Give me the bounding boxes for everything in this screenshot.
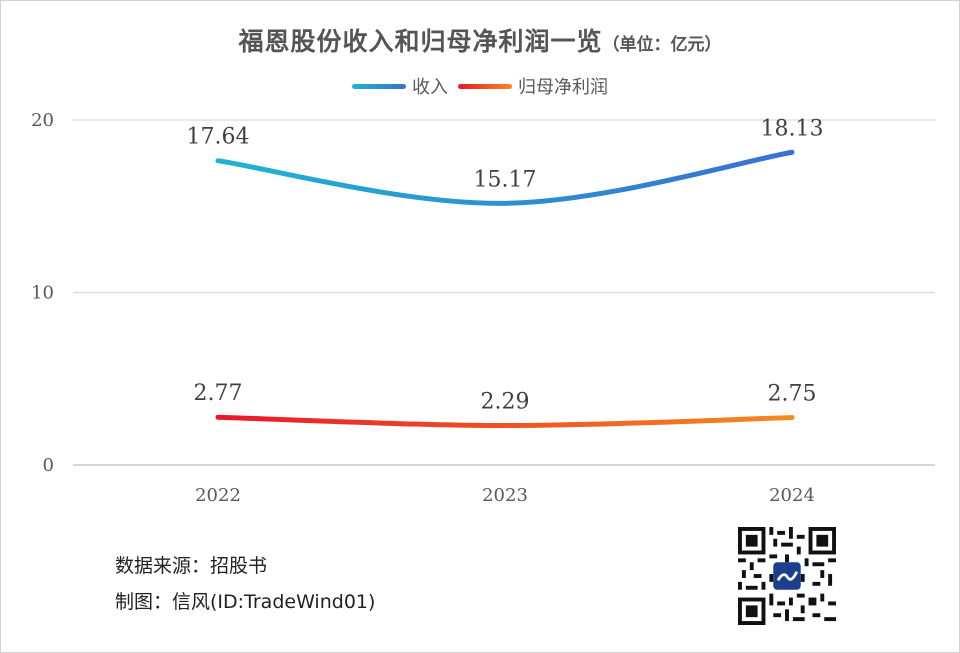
legend-item-profit: 归母净利润 <box>458 73 608 99</box>
title-unit: （单位：亿元） <box>602 35 722 55</box>
series-line-0 <box>215 149 795 206</box>
author-note: 制图：信风(ID:TradeWind01) <box>115 591 376 613</box>
y-tick-label: 0 <box>43 455 54 476</box>
data-label: 15.17 <box>474 167 537 192</box>
x-tick-label: 2024 <box>769 485 815 506</box>
qr-code-image <box>738 527 836 625</box>
x-tick-label: 2022 <box>195 485 241 506</box>
legend-swatch-revenue <box>352 83 406 89</box>
y-tick-label: 10 <box>31 283 54 304</box>
data-label: 2.77 <box>194 381 243 406</box>
legend-swatch-profit <box>458 83 512 89</box>
legend-label-profit: 归母净利润 <box>518 77 608 98</box>
legend-item-revenue: 收入 <box>352 73 448 99</box>
data-label: 2.75 <box>768 382 817 407</box>
legend: 收入 归母净利润 <box>0 73 960 99</box>
title-main: 福恩股份收入和归母净利润一览 <box>238 27 603 56</box>
x-tick-label: 2023 <box>482 485 528 506</box>
series-line-1 <box>215 414 795 428</box>
data-label: 18.13 <box>761 116 824 141</box>
chart-title: 福恩股份收入和归母净利润一览（单位：亿元） <box>0 22 960 58</box>
data-label: 17.64 <box>187 125 250 150</box>
data-label: 2.29 <box>481 389 530 414</box>
y-tick-label: 20 <box>31 110 54 131</box>
legend-label-revenue: 收入 <box>412 77 448 98</box>
source-note: 数据来源：招股书 <box>115 555 268 577</box>
